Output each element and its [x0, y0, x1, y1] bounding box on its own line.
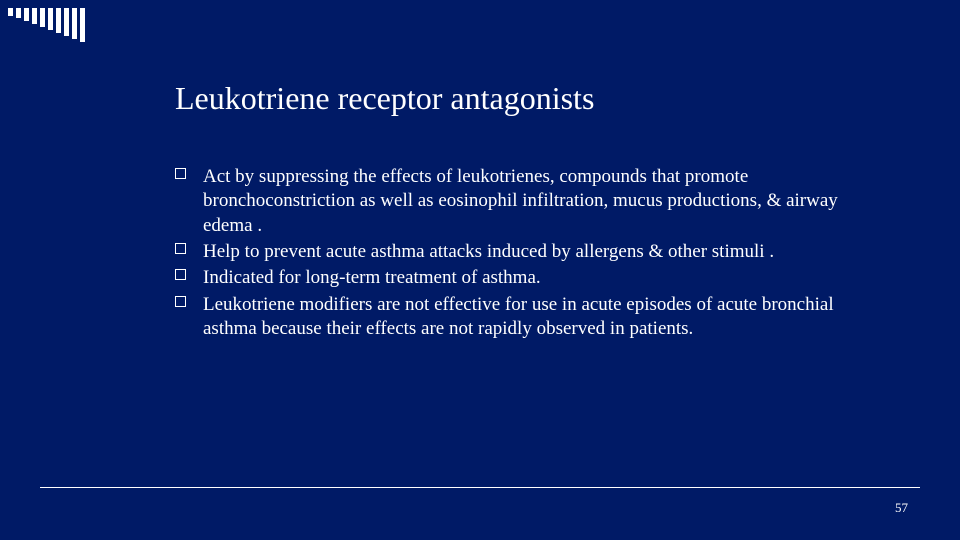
bullet-item: Leukotriene modifiers are not effective …: [175, 293, 870, 342]
slide-content: Leukotriene receptor antagonists Act by …: [175, 80, 870, 343]
tick: [80, 8, 85, 42]
bullet-text: Leukotriene modifiers are not effective …: [203, 294, 834, 339]
bullet-list: Act by suppressing the effects of leukot…: [175, 165, 870, 341]
slide-title: Leukotriene receptor antagonists: [175, 80, 870, 117]
bullet-item: Help to prevent acute asthma attacks ind…: [175, 240, 870, 264]
square-bullet-icon: [175, 168, 186, 179]
bullet-item: Act by suppressing the effects of leukot…: [175, 165, 870, 238]
tick: [24, 8, 29, 21]
divider-line: [40, 487, 920, 488]
bullet-item: Indicated for long-term treatment of ast…: [175, 266, 870, 290]
page-number: 57: [895, 500, 908, 516]
bullet-text: Help to prevent acute asthma attacks ind…: [203, 241, 774, 262]
tick: [72, 8, 77, 39]
bullet-text: Act by suppressing the effects of leukot…: [203, 166, 838, 236]
tick: [32, 8, 37, 24]
tick: [64, 8, 69, 36]
tick: [16, 8, 21, 18]
bullet-text: Indicated for long-term treatment of ast…: [203, 267, 541, 288]
tick: [8, 8, 13, 16]
tick: [56, 8, 61, 33]
square-bullet-icon: [175, 269, 186, 280]
tick: [48, 8, 53, 30]
square-bullet-icon: [175, 243, 186, 254]
tick: [40, 8, 45, 27]
square-bullet-icon: [175, 296, 186, 307]
decorative-tick-bar: [8, 8, 85, 42]
